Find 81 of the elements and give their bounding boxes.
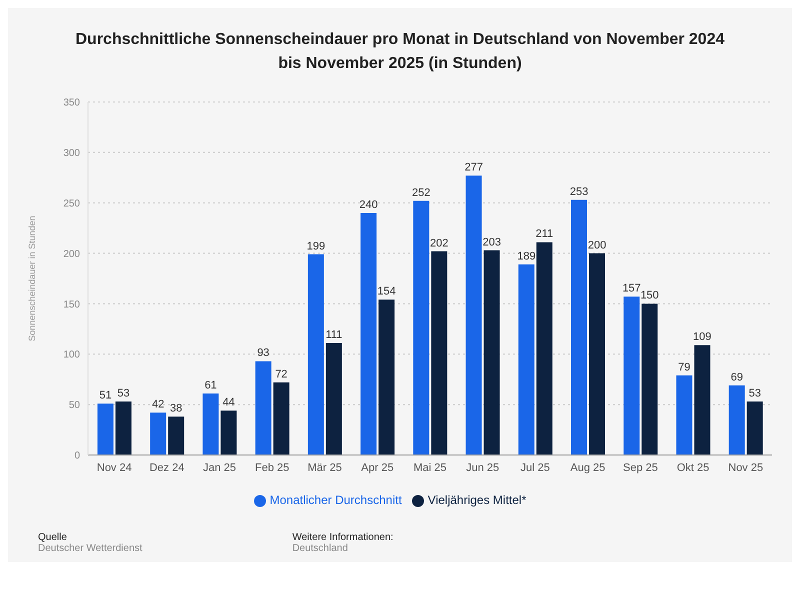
bar — [326, 343, 342, 455]
y-tick-label: 50 — [68, 400, 80, 412]
x-tick-label: Sep 25 — [623, 462, 658, 474]
data-label: 109 — [693, 331, 712, 344]
x-tick-label: Nov 24 — [96, 462, 132, 474]
x-tick-label: Mär 25 — [308, 462, 342, 474]
y-tick-label: 300 — [63, 148, 80, 159]
bar — [624, 296, 640, 455]
data-label: 253 — [570, 186, 588, 198]
data-label: 189 — [517, 250, 536, 262]
bar — [676, 375, 692, 455]
data-label: 157 — [622, 282, 641, 295]
bar — [115, 402, 132, 455]
bar — [484, 250, 500, 455]
bar — [378, 300, 395, 455]
bar — [97, 404, 114, 455]
data-label: 38 — [170, 402, 182, 415]
text: Deutscher Wetterdienst — [38, 543, 142, 554]
y-tick-label: 350 — [63, 98, 80, 109]
y-tick-label: 100 — [63, 350, 80, 361]
data-label: 61 — [204, 379, 217, 392]
x-tick-label: Apr 25 — [361, 462, 394, 474]
text: Weitere Informationen: — [292, 532, 394, 543]
bar — [360, 212, 377, 455]
bar — [571, 200, 588, 455]
bar — [168, 416, 184, 455]
bar — [150, 412, 166, 455]
chart-title: Durchschnittliche Sonnenscheindauer pro Monat in Deutschland von November 2024 bis November 2025 (in Stunden) — [74, 30, 726, 74]
data-label: 111 — [326, 329, 342, 342]
y-tick-label: 250 — [63, 198, 80, 210]
data-label: 79 — [678, 361, 690, 374]
text: Quelle — [38, 532, 68, 543]
data-label: 154 — [377, 286, 396, 298]
text: Deutschland — [292, 543, 349, 554]
data-label: 200 — [588, 239, 606, 252]
data-label: 53 — [748, 388, 761, 400]
x-tick-label: Okt 25 — [676, 462, 710, 474]
data-label: 42 — [152, 398, 164, 411]
x-tick-label: Dez 24 — [149, 462, 184, 474]
bar — [220, 410, 237, 455]
legend-label: Vieljähriges Mittel* — [428, 493, 526, 507]
data-label: 72 — [275, 368, 288, 380]
bar — [728, 385, 745, 455]
x-tick-label: Mai 25 — [413, 462, 447, 474]
y-tick-label: 200 — [63, 248, 80, 260]
y-axis-title: Sonnenscheindauer in Stunden — [27, 216, 38, 342]
x-tick-label: Jan 25 — [203, 462, 236, 474]
data-label: 93 — [257, 347, 270, 360]
data-label: 44 — [222, 396, 235, 409]
bar — [413, 200, 430, 455]
bar — [694, 345, 710, 455]
bar — [466, 176, 482, 455]
x-tick-label: Jul 25 — [520, 462, 550, 474]
x-tick-label: Feb 25 — [255, 462, 290, 474]
bar — [255, 361, 272, 455]
data-label: 252 — [412, 186, 430, 199]
data-label: 240 — [359, 198, 378, 211]
data-label: 53 — [117, 388, 130, 400]
bar — [536, 242, 552, 455]
bar — [518, 264, 534, 455]
legend-label: Monatlicher Durchschnitt — [270, 493, 402, 507]
bar — [746, 402, 763, 455]
bar — [308, 254, 324, 455]
data-label: 51 — [99, 390, 112, 402]
x-tick-label: Jun 25 — [466, 462, 500, 474]
bar — [642, 304, 658, 455]
bar — [589, 253, 606, 455]
bar — [273, 382, 290, 455]
data-label: 202 — [430, 237, 448, 250]
data-label: 211 — [536, 228, 554, 240]
bar — [431, 251, 448, 455]
data-label: 69 — [730, 371, 743, 384]
data-label: 199 — [306, 240, 326, 252]
x-tick-label: Aug 25 — [570, 462, 606, 474]
data-label: 203 — [482, 236, 501, 248]
data-label: 150 — [640, 290, 659, 302]
bar — [202, 393, 219, 455]
x-tick-label: Nov 25 — [728, 462, 764, 474]
y-tick-label: 150 — [63, 299, 80, 310]
data-label: 277 — [464, 162, 483, 174]
y-tick-label: 0 — [74, 450, 80, 462]
